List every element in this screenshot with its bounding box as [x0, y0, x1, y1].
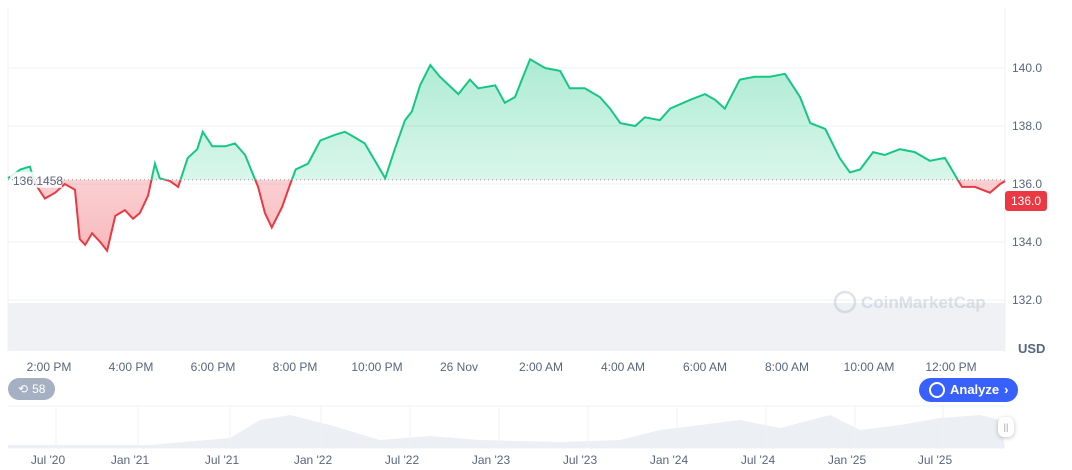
x-tick-label: 8:00 AM — [765, 360, 809, 374]
area-below-baseline — [8, 179, 1005, 251]
chevron-right-icon: › — [1004, 382, 1009, 397]
navigator-tick-label: Jul '20 — [31, 453, 66, 467]
navigator-tick-label: Jul '21 — [205, 453, 240, 467]
x-tick-label: 6:00 AM — [683, 360, 727, 374]
navigator-handle[interactable]: || — [998, 417, 1014, 437]
navigator-tick-label: Jul '23 — [563, 453, 598, 467]
baseline-label: 136.1458 — [13, 174, 63, 188]
navigator-tick-label: Jan '21 — [111, 453, 150, 467]
watermark: CoinMarketCap — [833, 290, 986, 314]
x-tick-label: 4:00 AM — [601, 360, 645, 374]
navigator[interactable]: Jul '20 Jan '21 Jul '21 Jan '22 Jul '22 Jan '… — [8, 405, 1005, 467]
x-tick-label: 2:00 PM — [27, 360, 72, 374]
coinmarketcap-logo-icon — [929, 382, 945, 398]
y-tick-label: 132.0 — [1012, 293, 1042, 307]
svg-text:CoinMarketCap: CoinMarketCap — [861, 293, 986, 312]
navigator-tick-label: Jan '22 — [294, 453, 333, 467]
x-tick-label: 2:00 AM — [519, 360, 563, 374]
navigator-tick-label: Jul '25 — [918, 453, 953, 467]
navigator-tick-label: Jul '22 — [385, 453, 420, 467]
current-price-tag — [1005, 191, 1047, 211]
area-above-baseline — [8, 59, 958, 180]
x-tick-label: 12:00 PM — [925, 360, 976, 374]
y-tick-label: 134.0 — [1012, 235, 1042, 249]
navigator-tick-label: Jul '24 — [741, 453, 776, 467]
history-badge[interactable]: ⟲ 58 — [8, 378, 56, 400]
y-tick-label: 138.0 — [1012, 119, 1042, 133]
current-price-label: 136.0 — [1011, 194, 1041, 208]
coinmarketcap-logo-icon — [833, 290, 857, 314]
x-tick-label: 26 Nov — [440, 360, 478, 374]
x-tick-label: 10:00 PM — [351, 360, 402, 374]
y-tick-label: 140.0 — [1012, 61, 1042, 75]
navigator-tick-label: Jan '23 — [472, 453, 511, 467]
navigator-area — [8, 415, 1005, 448]
x-tick-label: 10:00 AM — [844, 360, 895, 374]
volume-bars — [8, 303, 1005, 351]
clock-history-icon: ⟲ — [18, 382, 29, 396]
x-tick-label: 6:00 PM — [191, 360, 236, 374]
navigator-tick-label: Jan '25 — [828, 453, 867, 467]
navigator-tick-label: Jan '24 — [650, 453, 689, 467]
price-line-up — [7, 57, 959, 180]
price-line-down — [32, 179, 1006, 253]
analyze-button[interactable]: Analyze › — [919, 378, 1019, 402]
x-tick-label: 4:00 PM — [109, 360, 154, 374]
currency-label: USD — [1018, 341, 1045, 356]
y-tick-label: 136.0 — [1012, 177, 1042, 191]
x-tick-label: 8:00 PM — [273, 360, 318, 374]
